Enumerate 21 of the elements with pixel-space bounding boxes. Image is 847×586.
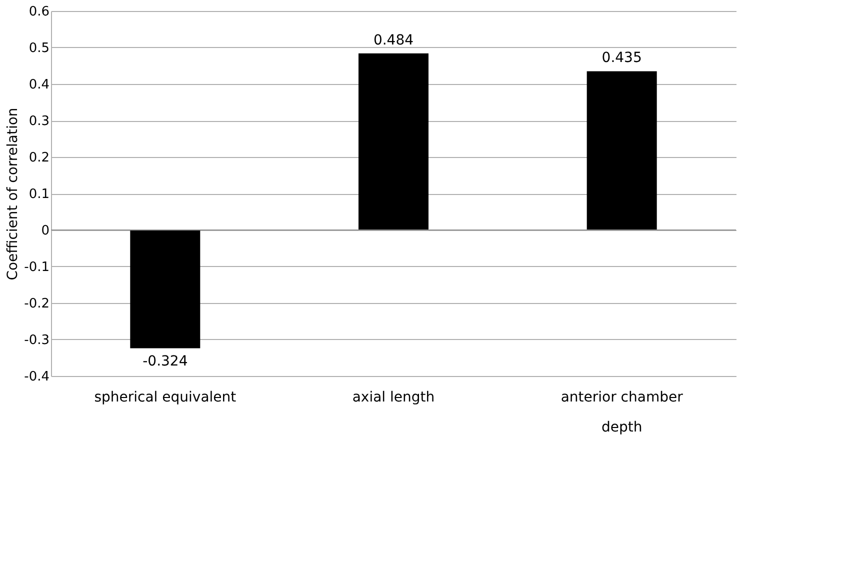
y-tick-label: -0.2	[24, 296, 50, 312]
y-tick-label: -0.1	[24, 260, 50, 275]
y-tick-label: 0.5	[28, 41, 50, 56]
y-tick-label: -0.3	[24, 333, 50, 348]
x-tick-label: anterior chamber depth	[560, 390, 684, 436]
bar	[130, 230, 200, 348]
y-tick-label: 0.3	[28, 114, 50, 129]
bar	[586, 71, 657, 230]
y-tick-label: 0.4	[28, 78, 50, 92]
y-tick-label: -0.4	[24, 370, 50, 384]
data-label: -0.324	[142, 353, 188, 370]
data-label: 0.484	[373, 32, 414, 48]
data-label: 0.435	[602, 50, 642, 66]
x-tick-label: spherical equivalent	[94, 390, 237, 406]
bar	[358, 53, 428, 230]
x-tick-label: axial length	[352, 390, 435, 406]
y-tick-label: 0	[41, 224, 50, 238]
y-axis-title: Coefficient of correlation	[5, 108, 22, 280]
y-tick-label: 0.2	[28, 150, 50, 166]
y-tick-label: 0.1	[28, 187, 50, 202]
y-tick-label: 0.6	[28, 4, 50, 20]
